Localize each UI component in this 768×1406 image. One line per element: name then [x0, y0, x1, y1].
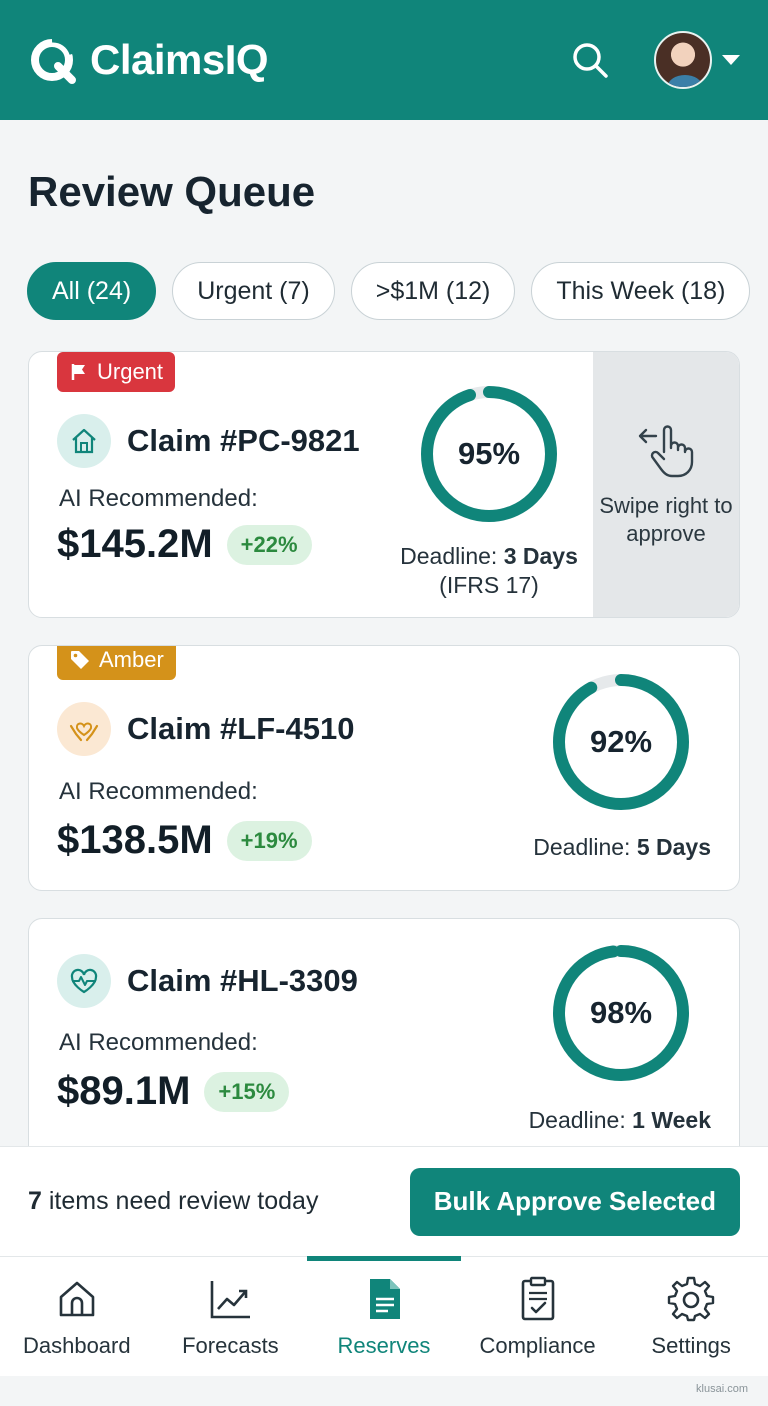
- app-logo[interactable]: ClaimsIQ: [28, 34, 269, 86]
- document-icon: [369, 1278, 400, 1319]
- tab-label: Reserves: [337, 1332, 431, 1358]
- claim-title: Claim #HL-3309: [127, 963, 358, 998]
- heart-pulse-icon: [57, 954, 111, 1008]
- house-icon: [57, 414, 111, 468]
- swipe-hint: Swipe right to approve: [599, 493, 733, 546]
- tab-dashboard[interactable]: Dashboard: [0, 1257, 154, 1376]
- app-name: ClaimsIQ: [90, 36, 269, 83]
- tab-settings[interactable]: Settings: [614, 1257, 768, 1376]
- claim-amount: $89.1M: [57, 1069, 191, 1113]
- review-count: 7: [28, 1187, 42, 1215]
- urgent-badge: Urgent: [57, 352, 176, 392]
- tab-label: Forecasts: [182, 1332, 279, 1358]
- deadline-value: 1 Week: [632, 1107, 711, 1133]
- ai-recommended-label: AI Recommended:: [59, 485, 258, 512]
- chevron-down-icon: [722, 55, 740, 65]
- clipboard-check-icon: [521, 1276, 554, 1320]
- review-action-bar: 7 items need review today Bulk Approve S…: [0, 1146, 768, 1256]
- delta-badge: +19%: [226, 820, 312, 861]
- deadline: Deadline: 1 Week: [529, 1107, 711, 1134]
- search-button[interactable]: [568, 38, 612, 82]
- claim-amount: $145.2M: [57, 522, 213, 566]
- claim-card[interactable]: Urgent Claim #PC-9821 AI Recommended: $1…: [28, 351, 740, 618]
- tag-label: Amber: [99, 647, 164, 672]
- tab-label: Dashboard: [22, 1332, 131, 1358]
- deadline: Deadline: 5 Days: [533, 834, 711, 861]
- delta-badge: +22%: [226, 524, 312, 565]
- claim-amount: $138.5M: [57, 818, 213, 862]
- gear-icon: [667, 1276, 715, 1321]
- deadline-value: 3 Days: [503, 543, 578, 569]
- flag-icon: [71, 364, 85, 380]
- app-header: ClaimsIQ: [0, 0, 768, 120]
- filter-chip-this-week[interactable]: This Week (18): [531, 262, 751, 320]
- tab-label: Compliance: [479, 1332, 596, 1358]
- claim-title: Claim #PC-9821: [127, 423, 360, 458]
- amber-badge: Amber: [57, 646, 176, 680]
- confidence-value: 92%: [589, 724, 653, 759]
- review-count-text: 7 items need review today: [28, 1187, 318, 1216]
- confidence-value: 95%: [457, 436, 521, 471]
- search-icon: [573, 43, 608, 78]
- ring-progress: [421, 386, 557, 522]
- tab-forecasts[interactable]: Forecasts: [154, 1257, 308, 1376]
- avatar: [654, 31, 712, 89]
- tab-reserves[interactable]: Reserves: [307, 1256, 461, 1376]
- tab-label: Settings: [651, 1332, 731, 1358]
- claim-card[interactable]: Claim #HL-3309 AI Recommended: $89.1M +1…: [28, 918, 740, 1168]
- deadline-prefix: Deadline:: [533, 834, 631, 860]
- filter-chip-all[interactable]: All (24): [27, 262, 157, 320]
- review-count-label: items need review today: [48, 1187, 319, 1215]
- trend-chart-icon: [211, 1280, 251, 1318]
- delta-badge: +15%: [204, 1071, 290, 1112]
- watermark: klusai.com: [696, 1383, 748, 1395]
- page-title: Review Queue: [28, 168, 316, 215]
- filter-chips: All (24) Urgent (7) >$1M (12) This Week …: [27, 262, 751, 320]
- confidence-value: 98%: [589, 995, 653, 1030]
- confidence-ring: 92%: [549, 670, 693, 814]
- ring-progress: [553, 945, 689, 1081]
- logo-q-icon: [31, 37, 76, 84]
- deadline: Deadline: 3 Days (IFRS 17): [389, 543, 589, 599]
- deadline-note: (IFRS 17): [439, 572, 539, 598]
- claim-card[interactable]: Amber Claim #LF-4510 AI Recommended: $13…: [28, 645, 740, 891]
- deadline-prefix: Deadline:: [400, 543, 498, 569]
- deadline-prefix: Deadline:: [528, 1107, 626, 1133]
- profile-menu[interactable]: [654, 31, 740, 89]
- tab-compliance[interactable]: Compliance: [461, 1257, 615, 1376]
- confidence-ring: 95%: [417, 382, 561, 526]
- claim-title: Claim #LF-4510: [127, 711, 355, 746]
- bottom-strip: [0, 1376, 768, 1406]
- ai-recommended-label: AI Recommended:: [59, 778, 258, 805]
- ring-progress: [553, 674, 689, 810]
- deadline-value: 5 Days: [636, 834, 711, 860]
- filter-chip-urgent[interactable]: Urgent (7): [172, 262, 335, 320]
- home-icon: [59, 1281, 95, 1316]
- confidence-ring: 98%: [549, 941, 693, 1085]
- ai-recommended-label: AI Recommended:: [59, 1029, 258, 1056]
- tag-icon: [71, 651, 89, 669]
- tag-label: Urgent: [97, 359, 164, 384]
- swipe-approve-panel[interactable]: Swipe right to approve: [593, 352, 739, 617]
- swipe-hand-icon: [638, 425, 694, 478]
- bulk-approve-button[interactable]: Bulk Approve Selected: [409, 1167, 740, 1236]
- filter-chip-over-1m[interactable]: >$1M (12): [350, 262, 516, 320]
- hands-heart-icon: [57, 702, 111, 756]
- bottom-tab-bar: Dashboard Forecasts Reserves Compliance: [0, 1256, 768, 1376]
